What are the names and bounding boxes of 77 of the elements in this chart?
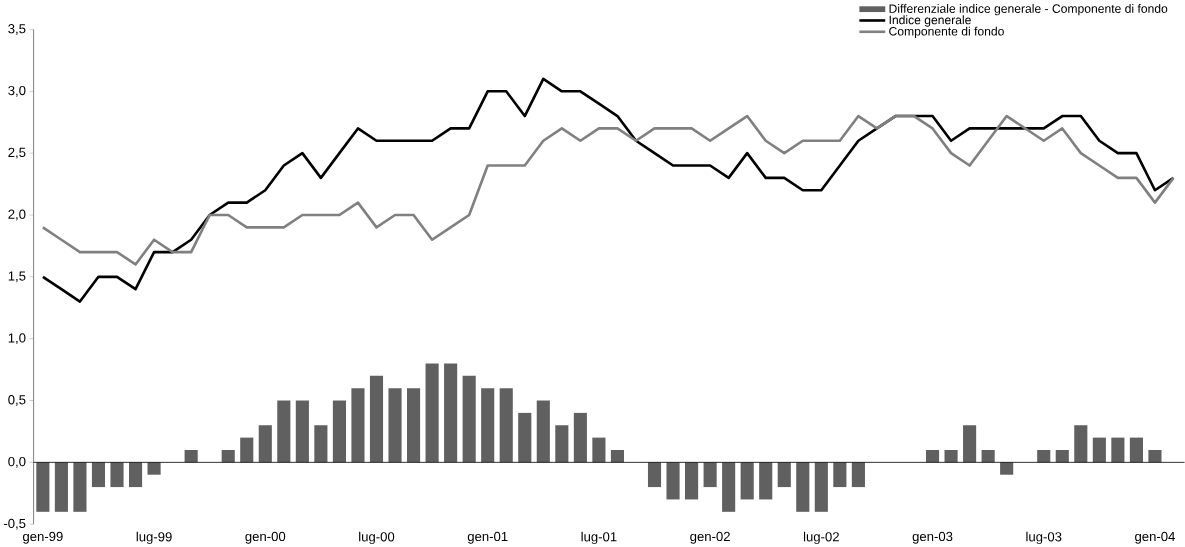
- bar: [944, 449, 958, 463]
- y-tick-label: 0,0: [8, 456, 26, 468]
- bar: [518, 412, 532, 463]
- bar: [703, 462, 717, 487]
- x-tick-label: lug-01: [581, 531, 617, 544]
- bar: [444, 363, 458, 463]
- bar: [110, 462, 124, 487]
- bar: [796, 462, 810, 512]
- bar: [722, 462, 736, 512]
- bar: [462, 375, 476, 463]
- bar: [240, 437, 254, 463]
- bar: [536, 400, 550, 463]
- bar: [277, 400, 291, 463]
- legend-label: Indice generale: [889, 15, 971, 27]
- bar: [555, 425, 569, 463]
- bar: [925, 449, 940, 463]
- x-tick-label: lug-99: [136, 531, 172, 544]
- x-tick-label: gen-03: [912, 531, 953, 544]
- bar: [407, 387, 421, 463]
- bar: [759, 462, 773, 500]
- bar: [1148, 449, 1162, 463]
- bar: [184, 449, 198, 463]
- bar: [814, 462, 828, 512]
- bar: [685, 462, 699, 500]
- bar: [351, 387, 365, 463]
- bar: [258, 425, 272, 463]
- x-tick-label: lug-02: [803, 531, 839, 544]
- x-tick-label: gen-99: [22, 531, 63, 544]
- y-tick-label: 3,5: [8, 23, 26, 35]
- bar: [332, 400, 346, 463]
- bar: [740, 462, 754, 500]
- bar: [666, 462, 680, 500]
- bar: [833, 462, 847, 487]
- bar: [981, 449, 995, 463]
- bar: [610, 449, 624, 463]
- x-tick-label: gen-00: [245, 531, 286, 544]
- bar: [369, 375, 384, 463]
- bar: [73, 462, 87, 512]
- y-tick-label: 3,0: [8, 85, 26, 97]
- legend-label: Differenziale indice generale - Componente di fondo: [889, 3, 1168, 16]
- bar: [1111, 437, 1125, 463]
- x-tick-label: gen-01: [467, 531, 508, 544]
- bar: [963, 425, 977, 463]
- bar: [499, 387, 513, 463]
- y-tick-label: 2,0: [8, 209, 26, 221]
- y-tick-label: -0,5: [3, 518, 26, 530]
- bar: [1000, 462, 1014, 475]
- bar: [1074, 425, 1088, 463]
- bar: [777, 462, 791, 487]
- bar: [147, 462, 161, 475]
- x-tick-label: lug-00: [359, 531, 395, 544]
- bar: [36, 462, 50, 512]
- bar: [851, 462, 865, 487]
- bar: [128, 462, 143, 487]
- bar: [314, 425, 328, 463]
- bar: [388, 387, 402, 463]
- bar: [295, 400, 309, 463]
- bar: [54, 462, 68, 512]
- x-tick-label: lug-03: [1026, 531, 1062, 544]
- y-tick-label: 0,5: [8, 394, 26, 406]
- bar: [647, 462, 662, 487]
- bar: [573, 412, 587, 463]
- x-tick-label: gen-02: [690, 531, 730, 544]
- bar: [1129, 437, 1143, 463]
- bar: [91, 462, 106, 487]
- y-tick-label: 1,5: [8, 271, 26, 282]
- bar: [1037, 449, 1051, 463]
- bar: [1092, 437, 1106, 463]
- y-tick-label: 2,5: [8, 147, 26, 159]
- bar: [481, 387, 495, 463]
- bar: [425, 363, 439, 463]
- bar: [221, 449, 235, 463]
- x-tick-label: gen-04: [1135, 531, 1175, 544]
- bar: [592, 437, 606, 463]
- bar: [1055, 449, 1069, 463]
- y-tick-label: 1,0: [8, 333, 26, 344]
- legend-label: Componente di fondo: [889, 26, 1004, 38]
